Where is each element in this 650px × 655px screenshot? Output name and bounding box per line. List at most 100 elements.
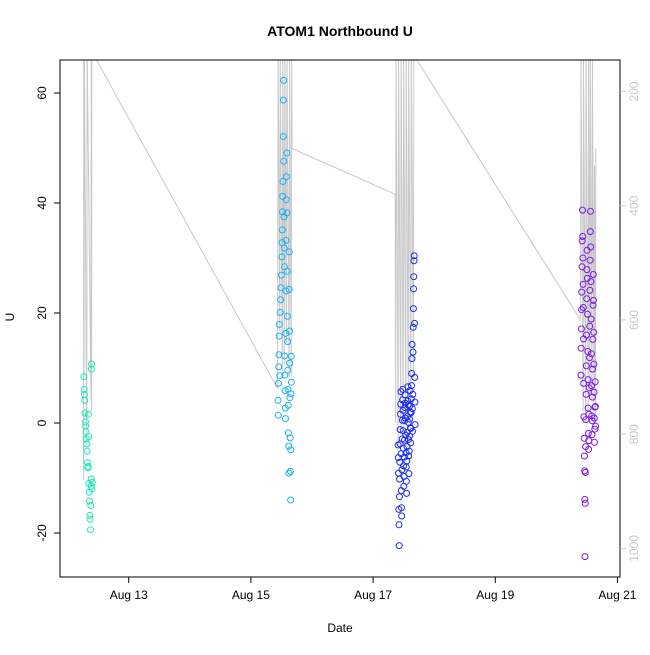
data-point xyxy=(403,428,411,436)
data-point xyxy=(407,409,415,417)
data-point xyxy=(278,271,285,279)
data-point xyxy=(589,271,597,278)
data-point xyxy=(274,396,282,404)
data-point xyxy=(276,372,284,380)
data-point xyxy=(398,504,405,512)
x-tick-label: Aug 21 xyxy=(598,588,636,602)
data-point xyxy=(582,390,590,398)
data-point xyxy=(86,511,94,519)
data-point xyxy=(84,462,92,470)
data-point xyxy=(578,306,586,314)
chart-title: ATOM1 Northbound U xyxy=(267,23,413,39)
y2-tick-label: 1000 xyxy=(627,535,641,562)
data-point xyxy=(282,415,289,423)
data-point xyxy=(396,426,404,434)
data-point xyxy=(579,280,587,288)
y-tick-label: -20 xyxy=(35,524,49,542)
data-point xyxy=(284,338,292,346)
data-point xyxy=(283,312,291,320)
data-point xyxy=(397,400,405,408)
data-point xyxy=(410,257,418,265)
data-point xyxy=(402,477,410,485)
data-point xyxy=(410,285,418,293)
data-point xyxy=(590,388,598,396)
data-point xyxy=(580,379,588,387)
data-point xyxy=(583,295,591,303)
data-point xyxy=(578,237,586,245)
data-point xyxy=(287,390,295,398)
data-point xyxy=(395,521,403,529)
data-point xyxy=(411,421,419,429)
data-point xyxy=(278,226,286,234)
data-point xyxy=(82,435,90,443)
data-point xyxy=(591,403,599,410)
data-point xyxy=(88,360,96,368)
data-point xyxy=(409,323,417,331)
data-point xyxy=(279,96,287,104)
data-point xyxy=(587,315,595,323)
axes-layer: Aug 13 Aug 15 Aug 17 Aug 19 Aug 21 -20 0 20 40 60… xyxy=(35,59,641,602)
plot-frame xyxy=(59,59,621,578)
data-point xyxy=(590,360,598,368)
data-point xyxy=(404,401,412,409)
data-point xyxy=(409,305,417,313)
x-tick-label: Aug 15 xyxy=(232,588,270,602)
y2-tick-label: 400 xyxy=(627,195,641,215)
data-point xyxy=(587,243,595,251)
data-point xyxy=(396,458,404,466)
data-point xyxy=(577,371,585,379)
data-point xyxy=(589,365,597,373)
data-point xyxy=(276,308,284,316)
y-tick-label: 0 xyxy=(35,419,49,426)
data-point xyxy=(582,362,590,370)
data-point xyxy=(281,371,289,379)
data-point xyxy=(282,196,290,204)
y2-tick-label: 200 xyxy=(627,81,641,101)
series-4 xyxy=(577,206,600,561)
data-point xyxy=(579,206,586,214)
depth-trace-line xyxy=(83,60,597,480)
data-point xyxy=(81,409,89,417)
data-point xyxy=(282,329,290,337)
data-point xyxy=(582,416,590,424)
data-point xyxy=(287,446,295,454)
data-point xyxy=(279,178,287,185)
data-point xyxy=(286,434,294,442)
data-point xyxy=(83,447,91,455)
data-point xyxy=(585,384,593,392)
x-axis-label: Date xyxy=(327,621,353,635)
data-point xyxy=(585,445,593,453)
data-point xyxy=(280,244,288,252)
data-point xyxy=(87,475,95,483)
data-point xyxy=(403,489,411,497)
data-point xyxy=(584,348,592,355)
data-point xyxy=(409,390,417,398)
y-tick-label: 40 xyxy=(35,196,49,210)
data-point xyxy=(406,415,414,423)
data-point xyxy=(277,284,285,292)
data-point xyxy=(587,350,595,358)
data-point xyxy=(282,236,290,244)
data-point xyxy=(404,383,412,391)
data-point xyxy=(581,553,589,561)
data-point xyxy=(408,340,416,348)
data-point xyxy=(588,382,596,390)
data-point xyxy=(87,526,94,534)
data-point xyxy=(583,266,591,274)
data-point xyxy=(592,422,600,430)
data-point xyxy=(584,376,592,384)
data-point xyxy=(395,493,403,501)
data-point xyxy=(275,379,282,387)
data-point xyxy=(285,248,293,256)
data-point xyxy=(579,254,587,262)
data-point xyxy=(80,385,88,393)
data-point xyxy=(410,273,418,281)
data-point xyxy=(278,253,286,261)
data-point xyxy=(287,378,295,386)
data-point xyxy=(87,502,95,509)
y-tick-label: 20 xyxy=(35,306,49,320)
data-point xyxy=(580,452,588,460)
data-point xyxy=(283,209,291,217)
data-point xyxy=(409,348,417,356)
x-tick-label: Aug 19 xyxy=(476,588,514,602)
